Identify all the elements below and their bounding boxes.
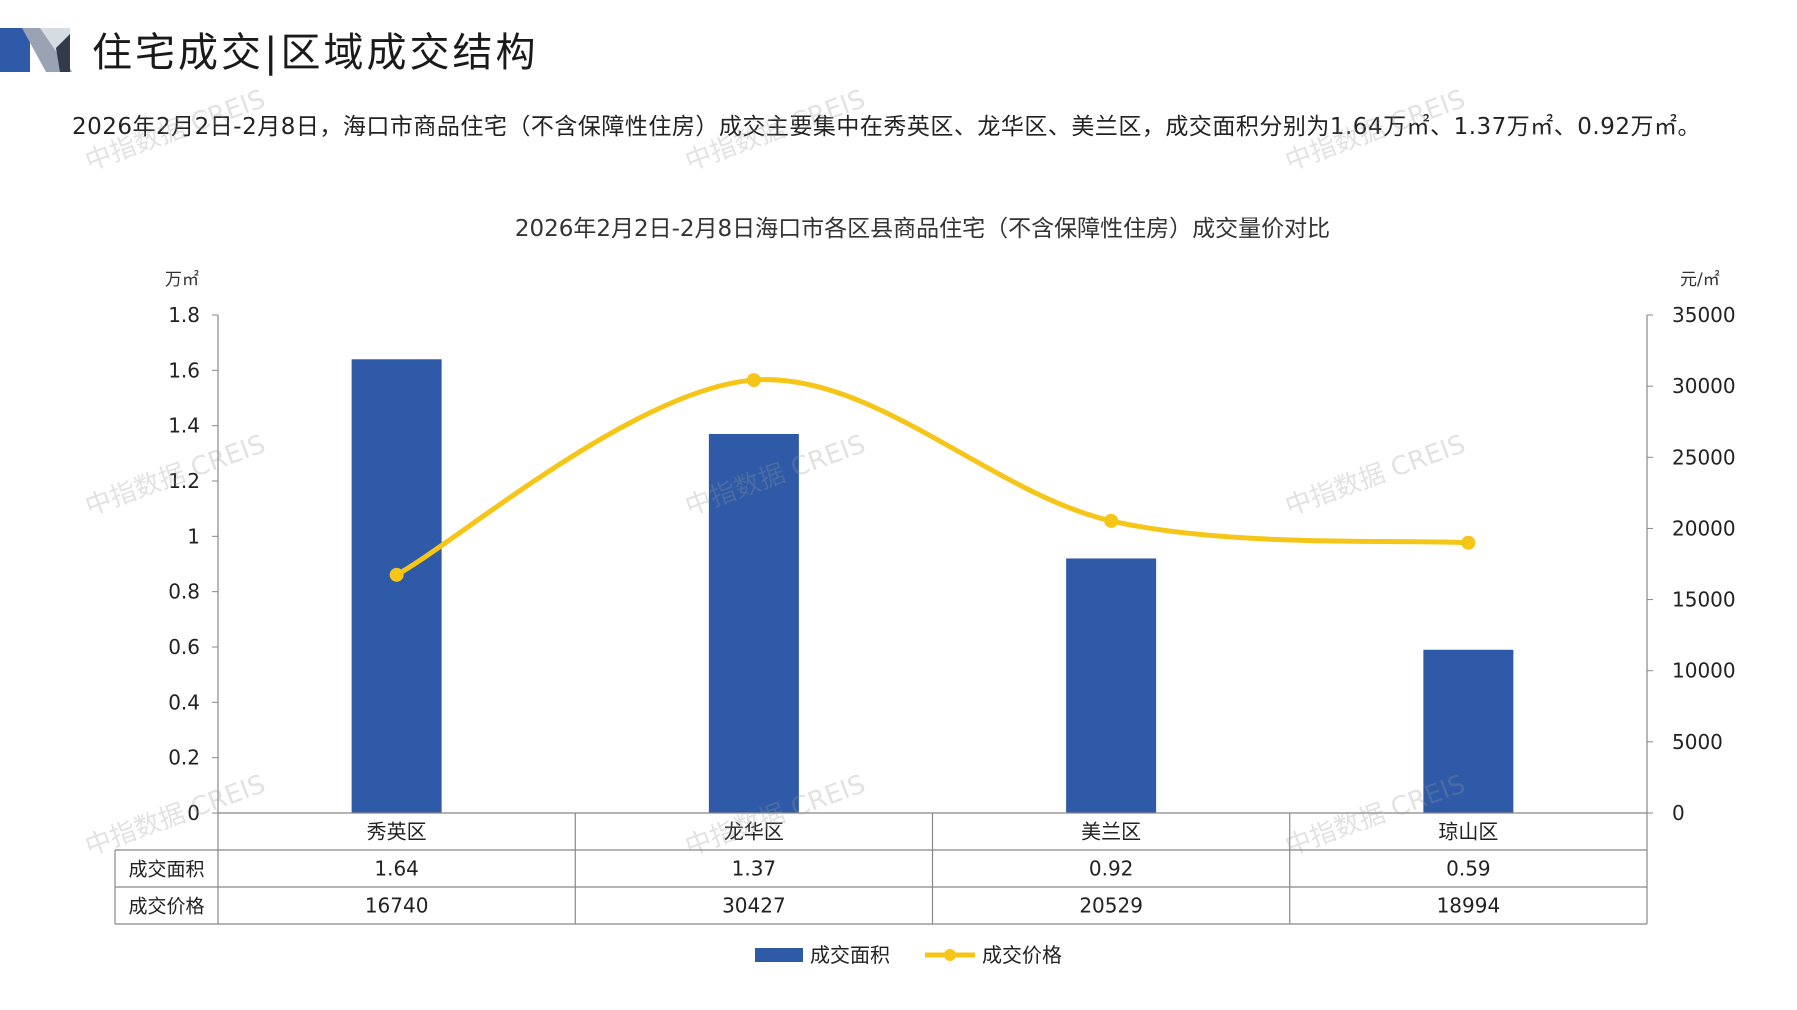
table-cell: 16740 — [365, 894, 429, 918]
legend-label: 成交面积 — [810, 943, 890, 967]
table-cell: 30427 — [722, 894, 786, 918]
bar-成交面积 — [1423, 649, 1514, 813]
legend-bar-swatch — [755, 948, 803, 962]
legend-line-point — [944, 949, 956, 961]
y-left-unit: 万㎡ — [165, 270, 199, 290]
table-cell: 0.59 — [1446, 857, 1491, 881]
chart-title: 2026年2月2日-2月8日海口市各区县商品住宅（不含保障性住房）成交量价对比 — [515, 216, 1330, 242]
line-point-成交价格 — [746, 373, 761, 388]
summary-text: 2026年2月2日-2月8日，海口市商品住宅（不含保障性住房）成交主要集中在秀英… — [72, 114, 1701, 140]
y-right-tick-label: 25000 — [1672, 445, 1736, 469]
table-cell: 0.92 — [1089, 857, 1134, 881]
y-left-tick-label: 1.8 — [168, 303, 200, 327]
y-right-tick-label: 0 — [1672, 801, 1685, 825]
y-left-tick-label: 0.8 — [168, 580, 200, 604]
y-left-tick-label: 0.6 — [168, 635, 200, 659]
bar-成交面积 — [1066, 558, 1157, 813]
table-cell: 18994 — [1437, 894, 1501, 918]
table-cell: 1.37 — [732, 857, 777, 881]
line-point-成交价格 — [389, 567, 404, 582]
legend-label: 成交价格 — [982, 943, 1062, 967]
table-cell: 1.64 — [374, 857, 419, 881]
bar-成交面积 — [708, 433, 799, 813]
y-left-tick-label: 1 — [187, 524, 200, 548]
x-category-label: 秀英区 — [367, 820, 427, 844]
y-left-tick-label: 0.4 — [168, 690, 200, 714]
table-cell: 20529 — [1079, 894, 1143, 918]
line-成交价格 — [394, 377, 1471, 578]
x-category-label: 美兰区 — [1081, 820, 1141, 844]
y-right-tick-label: 15000 — [1672, 588, 1736, 612]
y-left-tick-label: 0.2 — [168, 746, 200, 770]
page-title: 住宅成交|区域成交结构 — [92, 30, 539, 76]
y-left-tick-label: 1.6 — [168, 358, 200, 382]
line-point-成交价格 — [1104, 513, 1119, 528]
y-left-tick-label: 1.4 — [168, 414, 200, 438]
header-logo-icon — [0, 28, 72, 72]
y-right-tick-label: 10000 — [1672, 659, 1736, 683]
y-right-unit: 元/㎡ — [1680, 270, 1720, 290]
y-right-tick-label: 5000 — [1672, 730, 1723, 754]
y-left-tick-label: 1.2 — [168, 469, 200, 493]
table-row-header: 成交面积 — [128, 859, 204, 881]
y-left-tick-label: 0 — [187, 801, 200, 825]
x-category-label: 龙华区 — [724, 820, 784, 844]
line-point-成交价格 — [1461, 535, 1476, 550]
y-right-tick-label: 35000 — [1672, 303, 1736, 327]
y-right-tick-label: 30000 — [1672, 374, 1736, 398]
x-category-label: 琼山区 — [1438, 820, 1498, 844]
table-row-header: 成交价格 — [128, 896, 204, 918]
y-right-tick-label: 20000 — [1672, 516, 1736, 540]
bar-成交面积 — [351, 359, 442, 813]
